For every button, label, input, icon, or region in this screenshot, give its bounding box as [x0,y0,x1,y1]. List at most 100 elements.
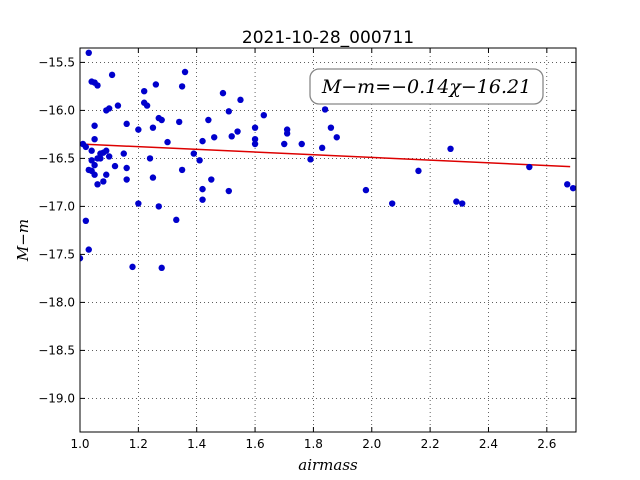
data-point [228,133,235,140]
data-point [225,187,232,195]
data-point [219,89,227,97]
data-point [114,102,122,109]
data-point [82,143,90,151]
data-point [178,166,186,174]
data-point [155,203,162,210]
data-point [152,81,160,88]
data-point [123,120,130,128]
data-point [196,157,203,164]
x-axis-label: airmass [298,456,358,474]
plot-frame [79,47,577,433]
data-point [111,162,119,170]
fit-annotation: M−m=−0.14χ−16.21 [309,68,544,105]
data-point [362,186,370,194]
data-point [564,181,571,188]
data-point [123,176,130,183]
y-axis-label: M−m [14,219,32,262]
chart-title: 2021-10-28_000711 [242,28,414,48]
annotation-box [309,68,544,105]
y-tick-label: −15.5 [38,55,75,69]
data-point [415,167,422,175]
data-point [459,200,466,207]
data-point [260,112,268,119]
data-point [97,155,104,162]
y-tick-label: −18.5 [38,343,75,357]
data-point [205,116,212,124]
x-tick-label: 1.2 [129,437,148,451]
data-point [94,181,101,188]
data-point [164,138,171,146]
regression-line [80,143,571,168]
data-point [91,161,98,169]
data-point [190,150,197,157]
data-point [298,140,305,148]
data-point [82,217,90,224]
plot-area [80,48,576,432]
data-point [251,124,259,131]
data-point [105,105,113,112]
data-point [103,171,110,178]
data-point [108,71,116,79]
data-point [129,263,136,271]
data-point [135,200,142,207]
data-point [91,122,98,129]
data-point [251,140,259,148]
data-point [237,96,244,104]
data-point [91,171,98,178]
data-point [569,184,576,192]
y-tick-label: −19.0 [38,391,75,405]
fit-equation: M−m=−0.14χ−16.21 [321,76,531,98]
data-point [281,140,288,148]
data-point [94,82,101,89]
data-point [123,164,130,172]
data-point [388,200,396,207]
data-point [105,153,113,160]
data-point [453,198,460,205]
data-point [149,174,157,181]
data-point [140,88,148,95]
x-tick-label: 2.0 [362,437,381,451]
data-point [333,134,340,141]
data-point [176,118,183,126]
data-point [199,185,206,193]
regression-line-group [80,143,571,168]
data-point [143,102,151,109]
data-point [88,147,95,154]
data-point [100,178,107,185]
y-tick-label: −18.0 [38,295,75,309]
x-tick-label: 1.6 [246,437,265,451]
data-point [178,83,186,90]
data-point [307,156,314,163]
axis-ticks: 1.0 1.2 1.4 1.6 1.8 2.0 2.2 2.4 2.6 −15.5 −16.0 −16… [38,48,576,451]
y-tick-label: −16.0 [38,103,75,117]
data-point [120,150,127,157]
data-point [318,144,326,152]
data-point [225,108,232,115]
x-tick-label: 2.4 [479,437,498,451]
data-point [135,126,142,133]
x-tick-label: 2.6 [537,437,556,451]
y-tick-label: −17.0 [38,199,75,213]
data-point [173,216,180,224]
x-tick-label: 1.8 [304,437,323,451]
data-point [80,255,84,262]
data-point [321,106,329,113]
x-tick-label: 1.0 [70,437,89,451]
data-point [199,196,206,203]
data-point [211,134,218,141]
data-point [88,157,95,164]
data-point [234,128,241,135]
y-tick-label: −17.5 [38,247,75,261]
data-point [158,116,165,124]
x-tick-label: 1.4 [187,437,206,451]
data-point [251,136,259,143]
data-point [85,246,92,253]
data-point [158,264,165,272]
data-point [146,155,154,162]
data-point [149,124,157,131]
data-point [91,136,98,143]
data-point [447,145,454,152]
data-point [208,176,215,183]
data-point [103,147,110,154]
